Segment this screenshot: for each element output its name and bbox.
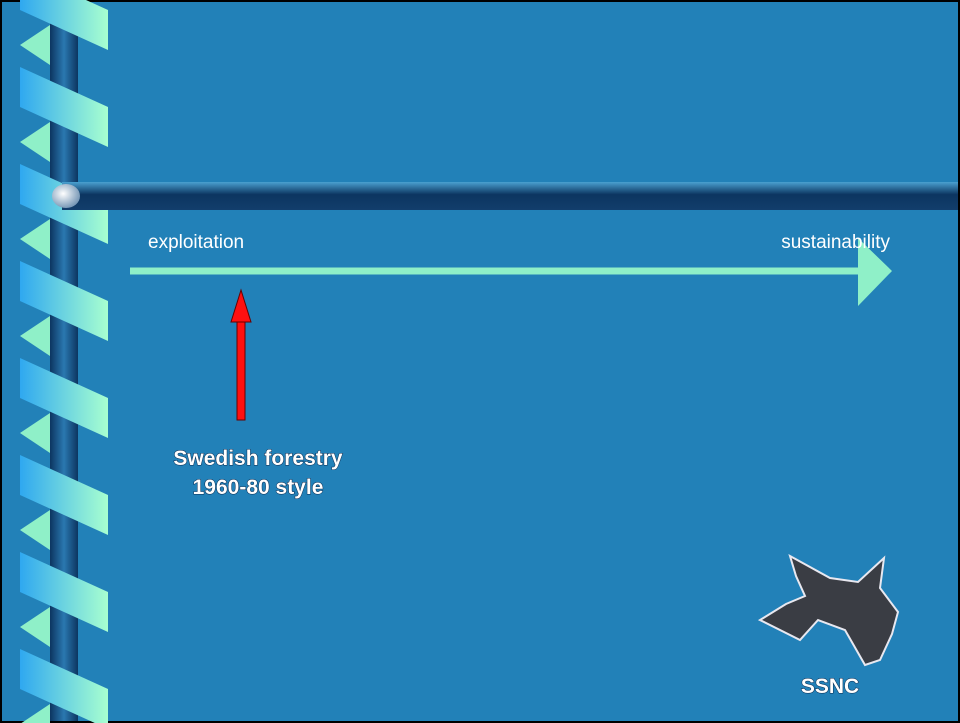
scale-left: exploitation — [148, 232, 244, 253]
horizontal-bar — [62, 182, 958, 210]
marker-label: Swedish forestry — [173, 447, 343, 470]
logo-text: SSNC — [801, 675, 859, 698]
marker-label: 1960-80 style — [193, 476, 324, 499]
page: exploitation sustainability Swedish fore… — [0, 0, 960, 723]
knob — [52, 184, 80, 208]
slide: exploitation sustainability Swedish fore… — [0, 0, 960, 723]
marker-arrow — [237, 320, 245, 420]
scale-right: sustainability — [781, 232, 890, 253]
